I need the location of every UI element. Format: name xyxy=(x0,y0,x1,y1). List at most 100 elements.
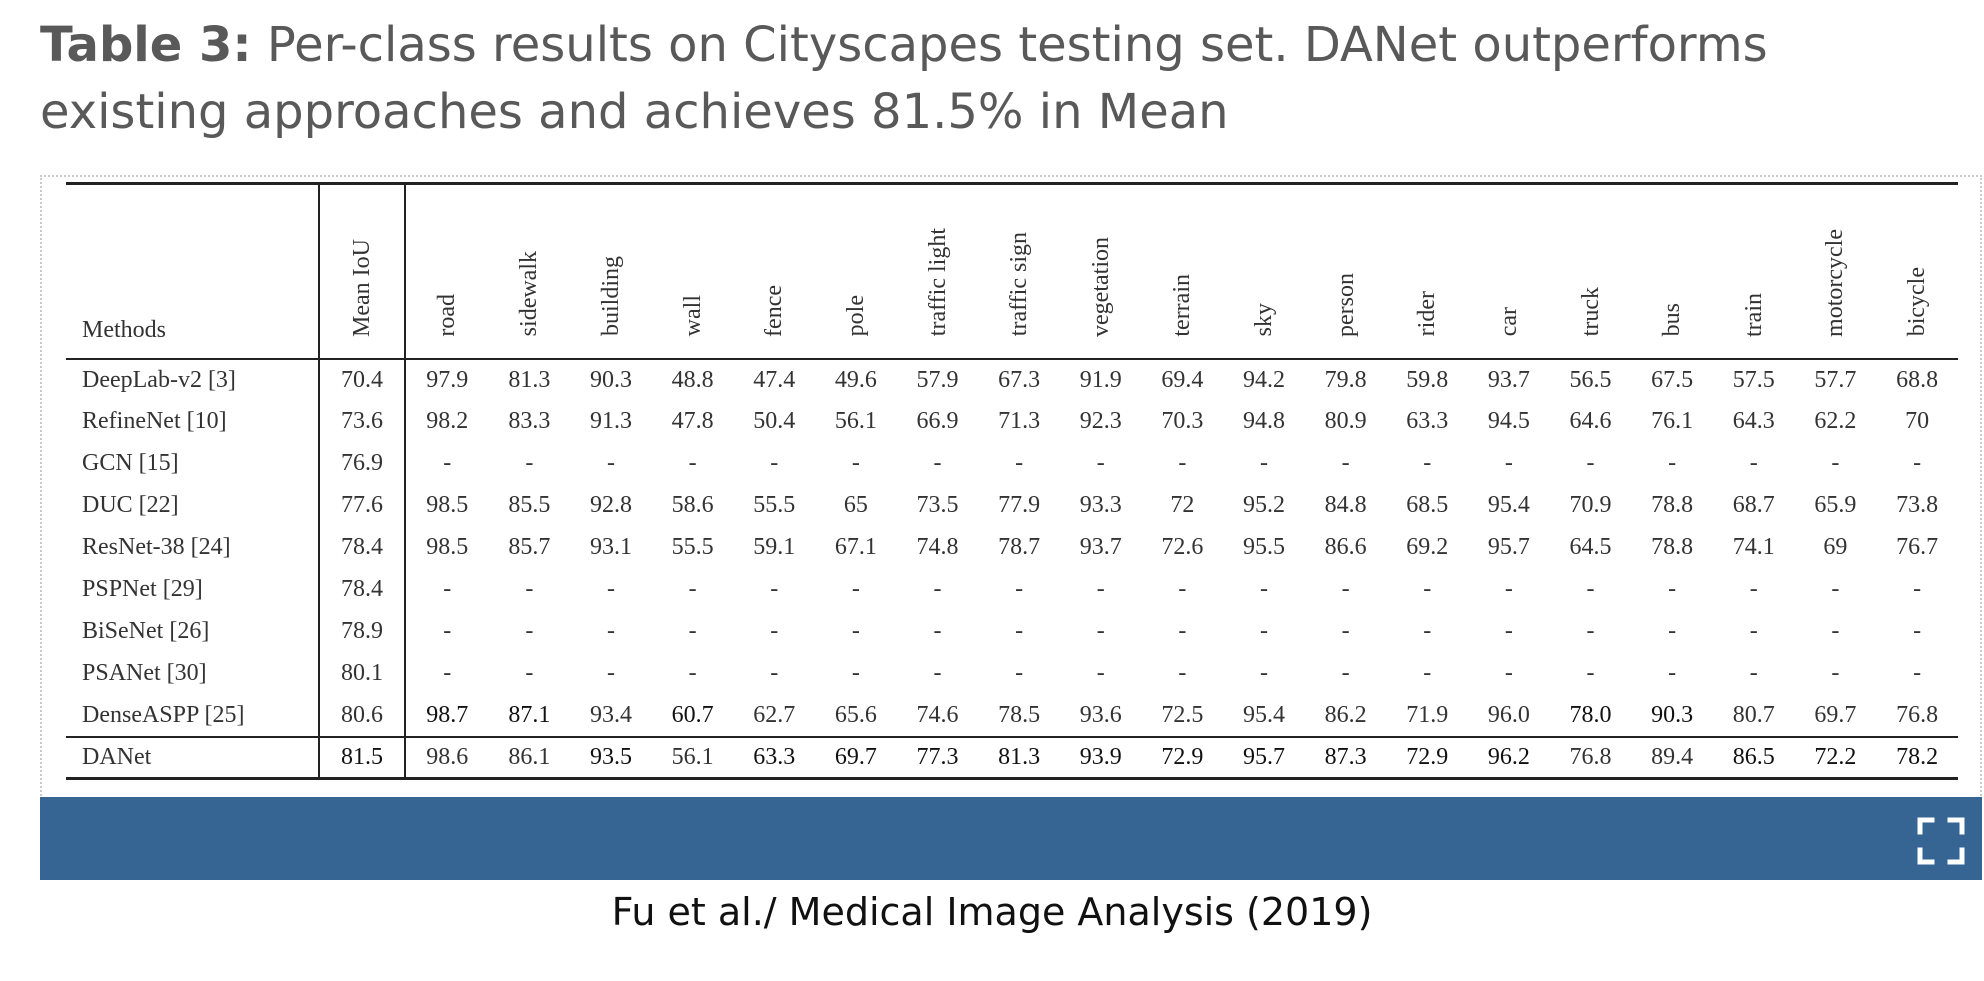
value-cell: 74.8 xyxy=(916,534,959,560)
value-cell: 70.3 xyxy=(1161,408,1204,434)
value-cell: 70 xyxy=(1905,408,1930,434)
table-row: GCN [15] 76.9 - - - - - - - - - - - - - - - - - - - xyxy=(66,442,1958,485)
value-cell: - xyxy=(1749,618,1758,644)
value-cell: 93.4 xyxy=(590,701,633,728)
value-cell: 62.7 xyxy=(753,701,796,728)
value-cell: 49.6 xyxy=(834,366,877,393)
value-cell: 78.5 xyxy=(998,701,1041,728)
class-header-label: bicycle xyxy=(1904,267,1931,337)
value-cell: - xyxy=(1749,450,1758,476)
value-cell: - xyxy=(851,576,860,602)
value-cell: - xyxy=(1504,660,1513,686)
method-cell: DenseASPP [25] xyxy=(66,694,320,737)
value-cell: 67.3 xyxy=(998,366,1041,393)
value-cell: 73.8 xyxy=(1896,492,1939,518)
value-cell: 79.8 xyxy=(1324,366,1367,393)
class-header-car: car xyxy=(1468,184,1550,359)
value-cell: 90.3 xyxy=(1651,701,1694,728)
value-cell: 70.9 xyxy=(1569,492,1612,518)
value-cell: - xyxy=(770,576,779,602)
value-cell: 96.0 xyxy=(1487,701,1530,728)
value-cell: - xyxy=(1913,576,1922,602)
class-header-sky: sky xyxy=(1223,184,1305,359)
mean-iou-cell: 78.9 xyxy=(319,610,406,653)
results-table: Methods Mean IoU road sidewalk building wal… xyxy=(66,182,1958,780)
value-cell: 81.3 xyxy=(508,366,551,393)
value-cell: - xyxy=(443,618,452,644)
value-cell: - xyxy=(525,576,534,602)
mean-iou-cell: 80.6 xyxy=(319,694,406,737)
value-cell: 56.1 xyxy=(671,743,714,770)
value-cell: 56.5 xyxy=(1569,366,1612,393)
value-cell: - xyxy=(1015,618,1024,644)
table-row: PSPNet [29] 78.4 - - - - - - - - - - - - - - - - - - - xyxy=(66,568,1958,611)
value-cell: 85.7 xyxy=(508,534,551,560)
method-cell: DANet xyxy=(66,736,320,779)
value-cell: 98.6 xyxy=(426,743,469,770)
value-cell: - xyxy=(1096,618,1105,644)
value-cell: - xyxy=(688,618,697,644)
value-cell: - xyxy=(851,660,860,686)
value-cell: 90.3 xyxy=(590,366,633,393)
value-cell: - xyxy=(1504,618,1513,644)
value-cell: 98.5 xyxy=(426,492,469,518)
table-row: DeepLab-v2 [3] 70.4 97.9 81.3 90.3 48.8 47.4 49… xyxy=(66,358,1958,401)
class-header-sidewalk: sidewalk xyxy=(489,184,571,359)
mean-iou-cell: 73.6 xyxy=(319,400,406,443)
value-cell: - xyxy=(688,660,697,686)
value-cell: - xyxy=(1831,576,1840,602)
mean-iou-header: Mean IoU xyxy=(319,183,406,359)
value-cell: - xyxy=(607,660,616,686)
class-header-label: sky xyxy=(1251,303,1278,337)
method-cell: DeepLab-v2 [3] xyxy=(66,358,320,401)
expand-icon[interactable] xyxy=(1916,816,1966,866)
mean-iou-cell: 80.1 xyxy=(319,652,406,695)
value-cell: - xyxy=(1831,660,1840,686)
value-cell: 91.3 xyxy=(590,408,633,434)
value-cell: 85.5 xyxy=(508,492,551,518)
method-cell: DUC [22] xyxy=(66,484,320,527)
value-cell: 71.9 xyxy=(1406,701,1449,728)
value-cell: - xyxy=(1423,618,1432,644)
value-cell: - xyxy=(1831,618,1840,644)
value-cell: - xyxy=(851,450,860,476)
value-cell: 57.9 xyxy=(916,366,959,393)
table-row: BiSeNet [26] 78.9 - - - - - - - - - - - - - - - - - - - xyxy=(66,610,1958,653)
class-header-label: building xyxy=(598,256,625,337)
value-cell: 71.3 xyxy=(998,408,1041,434)
value-cell: 72 xyxy=(1170,492,1195,518)
class-header-label: car xyxy=(1495,307,1522,337)
class-header-label: traffic light xyxy=(924,228,951,337)
value-cell: 95.5 xyxy=(1243,534,1286,560)
value-cell: 60.7 xyxy=(671,701,714,728)
class-header-label: fence xyxy=(761,284,788,337)
value-cell: 86.5 xyxy=(1732,743,1775,770)
value-cell: 77.9 xyxy=(998,492,1041,518)
value-cell: 95.7 xyxy=(1243,743,1286,770)
value-cell: - xyxy=(1178,618,1187,644)
value-cell: 67.5 xyxy=(1651,366,1694,393)
value-cell: - xyxy=(1668,618,1677,644)
table-header-row: Methods Mean IoU road sidewalk building wal… xyxy=(66,183,1958,359)
table-row: DUC [22] 77.6 98.5 85.5 92.8 58.6 55.5 65 73.5 77… xyxy=(66,484,1958,527)
figure-toolbar xyxy=(40,797,1982,880)
class-header-bus: bus xyxy=(1631,184,1713,359)
value-cell: - xyxy=(1096,450,1105,476)
value-cell: - xyxy=(1423,660,1432,686)
class-header-pole: pole xyxy=(815,184,897,359)
value-cell: 92.8 xyxy=(590,492,633,518)
caption-text: Per-class results on Cityscapes testing … xyxy=(40,17,1768,140)
value-cell: 56.1 xyxy=(834,408,877,434)
value-cell: 66.9 xyxy=(916,408,959,434)
method-cell: PSPNet [29] xyxy=(66,568,320,611)
value-cell: 76.1 xyxy=(1651,408,1694,434)
value-cell: 65 xyxy=(843,492,868,518)
value-cell: 83.3 xyxy=(508,408,551,434)
value-cell: 55.5 xyxy=(671,534,714,560)
value-cell: 69.2 xyxy=(1406,534,1449,560)
value-cell: 69.4 xyxy=(1161,366,1204,393)
value-cell: - xyxy=(1260,618,1269,644)
value-cell: 98.5 xyxy=(426,534,469,560)
value-cell: 69.7 xyxy=(834,743,877,770)
value-cell: - xyxy=(1178,450,1187,476)
